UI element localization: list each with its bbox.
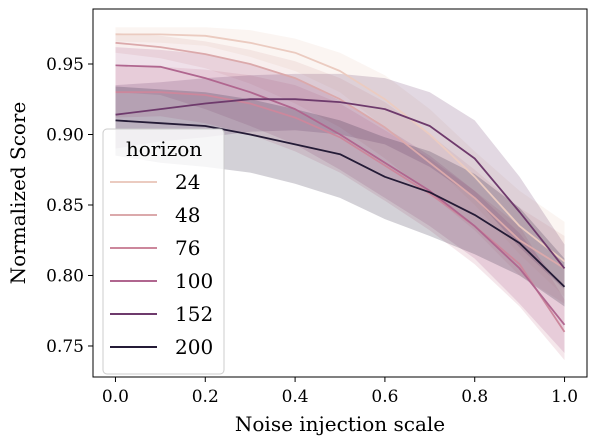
legend-label-100: 100	[175, 269, 213, 293]
band-76	[115, 66, 565, 361]
x-tick-label: 0.6	[371, 387, 398, 407]
y-tick-label: 0.80	[46, 266, 84, 286]
band-200	[115, 86, 565, 307]
y-tick-label: 0.90	[46, 125, 84, 145]
series-lines	[115, 33, 566, 333]
x-tick-label: 1.0	[551, 387, 578, 407]
x-tick-label: 0.8	[461, 387, 488, 407]
legend-items: 24 48 76 100 152 200	[110, 170, 213, 359]
x-tick-label: 0.2	[192, 387, 219, 407]
series-line-152	[115, 98, 566, 269]
legend-label-48: 48	[175, 203, 200, 227]
legend-box	[102, 128, 225, 375]
y-tick-label: 0.85	[46, 196, 84, 216]
x-tick-label: 0.0	[102, 387, 129, 407]
x-tick-label: 0.4	[282, 387, 309, 407]
legend: horizon 24 48 76 100 152 200	[102, 128, 225, 375]
legend-label-76: 76	[175, 236, 200, 260]
y-axis-ticks: 0.75 0.80 0.85 0.90 0.95	[46, 55, 93, 357]
series-line-76	[115, 91, 566, 333]
series-line-100	[115, 64, 566, 326]
y-tick-label: 0.95	[46, 55, 84, 75]
series-line-48	[115, 41, 565, 270]
y-tick-label: 0.75	[46, 337, 84, 357]
legend-label-152: 152	[175, 302, 213, 326]
legend-label-200: 200	[175, 335, 213, 359]
band-152	[115, 73, 565, 290]
legend-title: horizon	[126, 137, 202, 161]
band-48	[115, 33, 565, 304]
plot-frame	[92, 8, 588, 378]
y-axis-title: Normalized Score	[6, 102, 30, 285]
x-axis-title: Noise injection scale	[235, 412, 445, 436]
confidence-bands	[115, 27, 565, 361]
band-100	[115, 47, 565, 353]
series-line-200	[115, 119, 566, 288]
x-axis-ticks: 0.0 0.2 0.4 0.6 0.8 1.0	[102, 377, 578, 407]
band-24	[115, 27, 565, 297]
series-line-24	[115, 33, 566, 263]
legend-label-24: 24	[175, 170, 200, 194]
